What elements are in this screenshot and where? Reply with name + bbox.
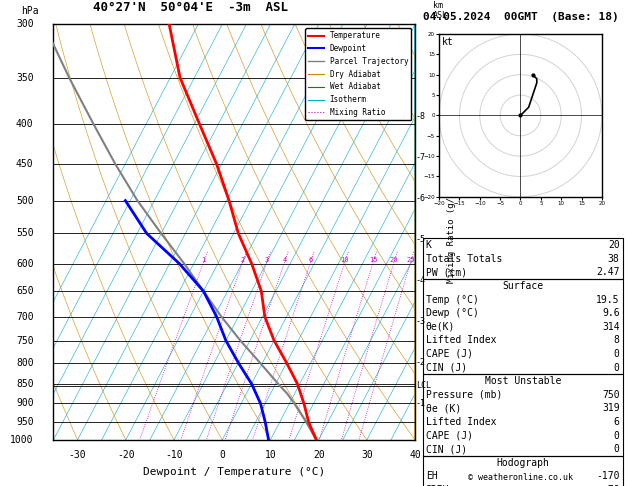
Text: 0: 0 — [220, 450, 225, 460]
Text: © weatheronline.co.uk: © weatheronline.co.uk — [469, 473, 573, 482]
Text: EH: EH — [426, 471, 438, 482]
Text: 3: 3 — [264, 257, 269, 263]
Text: 40°27'N  50°04'E  -3m  ASL: 40°27'N 50°04'E -3m ASL — [93, 1, 289, 14]
Text: 700: 700 — [16, 312, 33, 322]
Text: Dewp (°C): Dewp (°C) — [426, 308, 479, 318]
Text: -5: -5 — [416, 235, 426, 244]
Text: 38: 38 — [608, 254, 620, 264]
Text: 2.47: 2.47 — [596, 267, 620, 278]
Text: 6: 6 — [614, 417, 620, 427]
Text: 1000: 1000 — [10, 435, 33, 445]
Text: 25: 25 — [406, 257, 415, 263]
Text: 0: 0 — [614, 431, 620, 441]
Text: Pressure (mb): Pressure (mb) — [426, 390, 502, 400]
Text: -170: -170 — [596, 471, 620, 482]
Text: 30: 30 — [361, 450, 373, 460]
Text: -7: -7 — [416, 153, 426, 162]
Text: -4: -4 — [416, 276, 426, 285]
Text: 1: 1 — [201, 257, 206, 263]
Text: 850: 850 — [16, 379, 33, 389]
Text: km
ASL: km ASL — [433, 1, 448, 20]
Text: Lifted Index: Lifted Index — [426, 335, 496, 346]
Text: 500: 500 — [16, 195, 33, 206]
Text: CIN (J): CIN (J) — [426, 363, 467, 373]
Text: 0: 0 — [614, 363, 620, 373]
Text: CIN (J): CIN (J) — [426, 444, 467, 454]
Text: Temp (°C): Temp (°C) — [426, 295, 479, 305]
Text: Surface: Surface — [502, 281, 543, 291]
Text: 900: 900 — [16, 399, 33, 408]
Text: 319: 319 — [602, 403, 620, 414]
Text: 04.05.2024  00GMT  (Base: 18): 04.05.2024 00GMT (Base: 18) — [423, 12, 619, 22]
Text: 950: 950 — [16, 417, 33, 427]
Text: 800: 800 — [16, 358, 33, 368]
Text: -10: -10 — [165, 450, 183, 460]
Text: 0: 0 — [614, 349, 620, 359]
Text: CAPE (J): CAPE (J) — [426, 431, 473, 441]
Text: 450: 450 — [16, 159, 33, 169]
Text: -3: -3 — [416, 317, 426, 326]
Text: Most Unstable: Most Unstable — [484, 376, 561, 386]
Text: -1: -1 — [416, 399, 426, 408]
Text: 10: 10 — [265, 450, 276, 460]
Text: -79: -79 — [602, 485, 620, 486]
Text: 350: 350 — [16, 72, 33, 83]
Text: CAPE (J): CAPE (J) — [426, 349, 473, 359]
Text: Hodograph: Hodograph — [496, 458, 549, 468]
Text: 750: 750 — [602, 390, 620, 400]
Text: Dewpoint / Temperature (°C): Dewpoint / Temperature (°C) — [143, 467, 325, 477]
Text: 550: 550 — [16, 228, 33, 239]
Text: 20: 20 — [313, 450, 325, 460]
Text: 4: 4 — [282, 257, 286, 263]
Text: 0: 0 — [614, 444, 620, 454]
Text: 15: 15 — [369, 257, 377, 263]
Text: 40: 40 — [409, 450, 421, 460]
Text: Lifted Index: Lifted Index — [426, 417, 496, 427]
Text: -6: -6 — [416, 194, 426, 203]
Text: 600: 600 — [16, 259, 33, 269]
Text: SREH: SREH — [426, 485, 449, 486]
Text: 300: 300 — [16, 19, 33, 29]
Text: 2: 2 — [240, 257, 245, 263]
Text: 20: 20 — [608, 240, 620, 250]
Text: 10: 10 — [340, 257, 348, 263]
Text: 6: 6 — [308, 257, 313, 263]
Text: K: K — [426, 240, 431, 250]
Text: hPa: hPa — [21, 6, 39, 16]
Text: 750: 750 — [16, 335, 33, 346]
Text: 9.6: 9.6 — [602, 308, 620, 318]
Text: Mixing Ratio (g/kg): Mixing Ratio (g/kg) — [447, 181, 456, 283]
Text: 400: 400 — [16, 119, 33, 129]
Text: -30: -30 — [69, 450, 86, 460]
Legend: Temperature, Dewpoint, Parcel Trajectory, Dry Adiabat, Wet Adiabat, Isotherm, Mi: Temperature, Dewpoint, Parcel Trajectory… — [305, 28, 411, 120]
Text: 650: 650 — [16, 286, 33, 296]
Text: kt: kt — [442, 37, 454, 47]
Text: θe(K): θe(K) — [426, 322, 455, 332]
Text: 8: 8 — [614, 335, 620, 346]
Text: Totals Totals: Totals Totals — [426, 254, 502, 264]
Text: -8: -8 — [416, 112, 426, 122]
Text: 20: 20 — [389, 257, 398, 263]
Text: θe (K): θe (K) — [426, 403, 461, 414]
Text: LCL: LCL — [416, 381, 431, 390]
Text: -20: -20 — [117, 450, 135, 460]
Text: -2: -2 — [416, 358, 426, 367]
Text: PW (cm): PW (cm) — [426, 267, 467, 278]
Text: 19.5: 19.5 — [596, 295, 620, 305]
Text: 314: 314 — [602, 322, 620, 332]
